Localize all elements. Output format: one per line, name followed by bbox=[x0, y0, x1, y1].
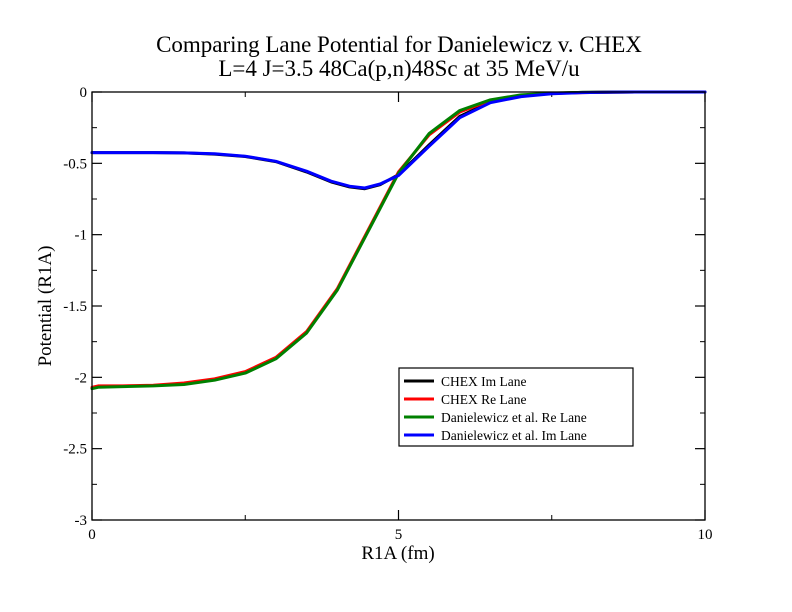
legend-label: Danielewicz et al. Re Lane bbox=[441, 410, 587, 425]
chart-subtitle: L=4 J=3.5 48Ca(p,n)48Sc at 35 MeV/u bbox=[218, 56, 580, 81]
x-tick-label: 5 bbox=[395, 527, 403, 543]
legend-label: CHEX Im Lane bbox=[441, 374, 526, 389]
legend-box bbox=[398, 367, 634, 447]
y-tick-label: -1 bbox=[75, 228, 88, 244]
y-tick-label: -2.5 bbox=[63, 442, 87, 458]
y-tick-label: -1.5 bbox=[63, 299, 87, 315]
x-axis-label: R1A (fm) bbox=[361, 543, 434, 564]
x-tick-label: 10 bbox=[698, 527, 713, 543]
legend-label: CHEX Re Lane bbox=[441, 392, 526, 407]
y-tick-label: -0.5 bbox=[63, 156, 87, 172]
y-axis-label: Potential (R1A) bbox=[35, 246, 56, 367]
legend: CHEX Im Lane CHEX Re Lane Danielewicz et a… bbox=[398, 367, 634, 447]
y-tick-label: 0 bbox=[80, 85, 88, 101]
tick-labels: 0 5 10 0 -0.5 -1 -1.5 -2 -2.5 -3 bbox=[63, 85, 712, 543]
y-tick-label: -2 bbox=[75, 370, 88, 386]
plot-frame bbox=[91, 91, 706, 521]
chart-title: Comparing Lane Potential for Danielewicz… bbox=[156, 32, 642, 57]
legend-label: Danielewicz et al. Im Lane bbox=[441, 428, 587, 443]
series-line-danielewicz-et-al-im-lane bbox=[90, 90, 707, 190]
x-tick-label: 0 bbox=[88, 527, 96, 543]
y-tick-label: -3 bbox=[75, 513, 88, 529]
